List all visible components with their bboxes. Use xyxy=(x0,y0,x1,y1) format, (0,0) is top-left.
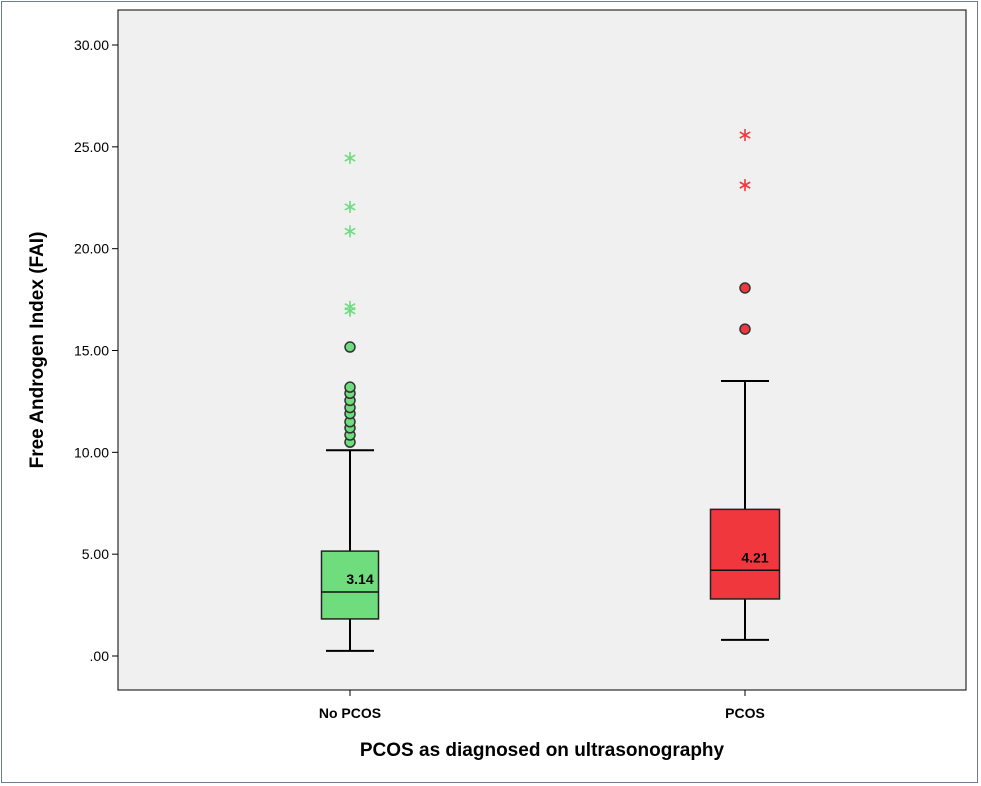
y-tick-label: 30.00 xyxy=(74,37,109,53)
y-tick-label: 10.00 xyxy=(74,444,109,460)
box-pcos: 4.21 xyxy=(709,129,781,641)
outlier-point xyxy=(344,381,356,393)
x-tick-label: No PCOS xyxy=(319,705,381,721)
median-label: 3.14 xyxy=(346,571,373,587)
y-tick-label: 5.00 xyxy=(82,546,109,562)
x-axis: No PCOS PCOS xyxy=(319,690,765,721)
box-no-pcos: 3.14 xyxy=(320,152,380,652)
median-label: 4.21 xyxy=(741,549,768,565)
plot-area xyxy=(117,9,967,691)
extreme-point xyxy=(344,200,356,213)
iqr-box xyxy=(320,550,380,620)
extreme-point xyxy=(344,152,356,165)
outlier-point xyxy=(739,323,751,335)
y-axis-label: Free Androgen Index (FAI) xyxy=(27,232,48,469)
extreme-point xyxy=(739,129,751,142)
extreme-point xyxy=(344,300,356,313)
outlier-point xyxy=(344,341,356,353)
y-tick-label: 20.00 xyxy=(74,241,109,257)
iqr-box xyxy=(709,508,781,600)
outlier-point xyxy=(739,282,751,294)
extreme-point xyxy=(344,225,356,238)
y-tick-label: 15.00 xyxy=(74,343,109,359)
boxes: 3.14 4.21 xyxy=(320,129,781,652)
y-tick-label: .00 xyxy=(90,648,110,664)
y-tick-label: 25.00 xyxy=(74,139,109,155)
y-axis: .00 5.00 10.00 15.00 20.00 25.00 30.00 xyxy=(74,37,118,664)
x-tick-label: PCOS xyxy=(725,705,765,721)
x-axis-label: PCOS as diagnosed on ultrasonography xyxy=(360,740,725,761)
extreme-point xyxy=(739,179,751,192)
